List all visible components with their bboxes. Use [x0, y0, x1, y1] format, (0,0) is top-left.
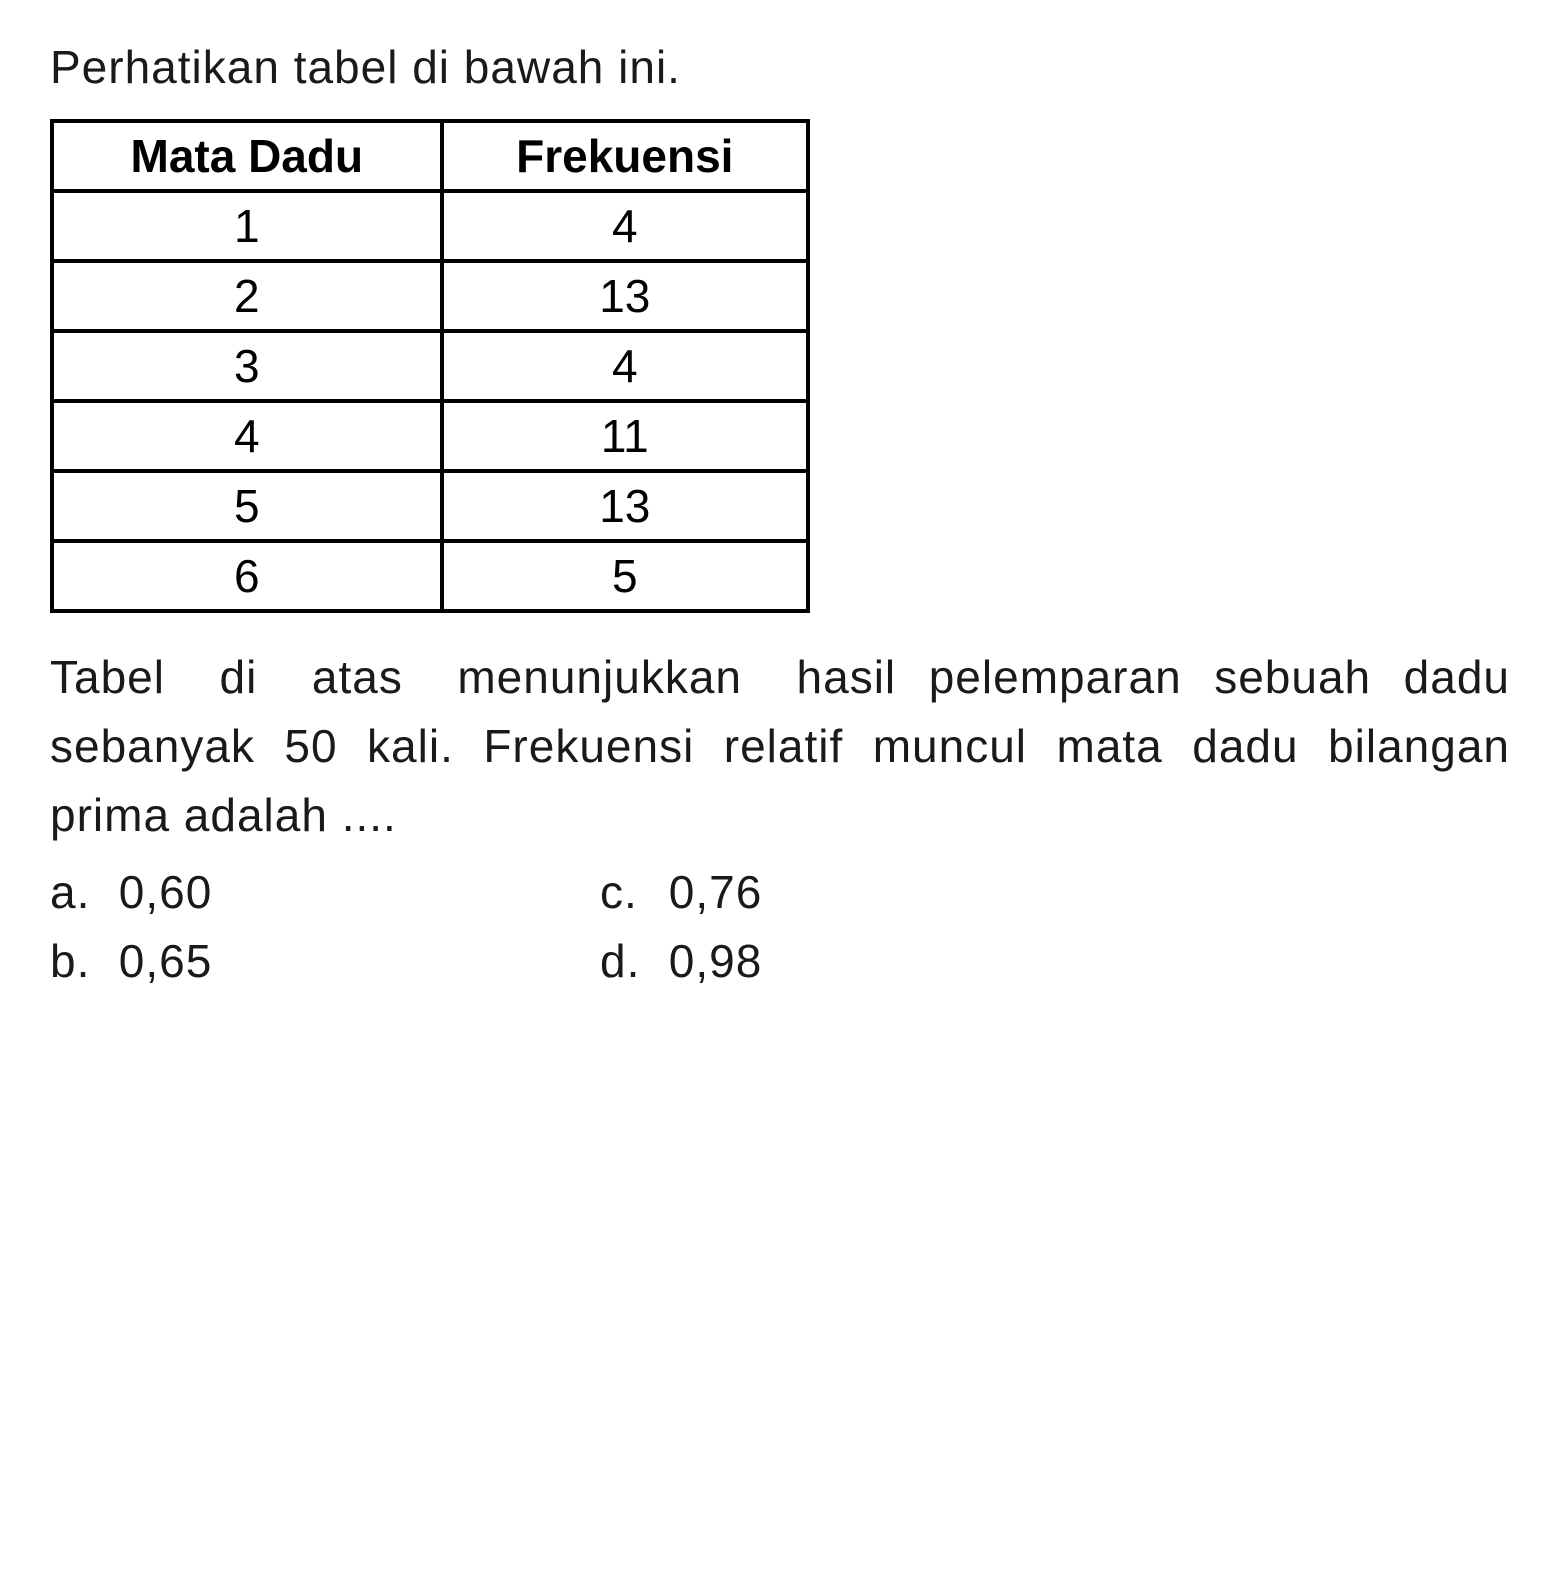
table-header-row: Mata Dadu Frekuensi: [52, 121, 808, 191]
cell-dice: 1: [52, 191, 442, 261]
table-row: 4 11: [52, 401, 808, 471]
answer-options: a. 0,60 c. 0,76 b. 0,65 d. 0,98: [50, 865, 1150, 988]
option-d-value: 0,98: [669, 935, 763, 987]
cell-freq: 4: [442, 191, 808, 261]
option-d: d. 0,98: [600, 934, 1150, 988]
col-header-mata-dadu: Mata Dadu: [52, 121, 442, 191]
cell-dice: 5: [52, 471, 442, 541]
option-b-value: 0,65: [119, 935, 213, 987]
cell-dice: 4: [52, 401, 442, 471]
table-row: 1 4: [52, 191, 808, 261]
option-c-value: 0,76: [669, 866, 763, 918]
table-row: 6 5: [52, 541, 808, 611]
table-row: 5 13: [52, 471, 808, 541]
cell-dice: 2: [52, 261, 442, 331]
option-d-label: d.: [600, 934, 655, 988]
table-row: 2 13: [52, 261, 808, 331]
option-a-value: 0,60: [119, 866, 213, 918]
cell-freq: 11: [442, 401, 808, 471]
option-b: b. 0,65: [50, 934, 600, 988]
intro-text: Perhatikan tabel di bawah ini.: [50, 40, 1512, 94]
cell-freq: 13: [442, 471, 808, 541]
option-c-label: c.: [600, 865, 655, 919]
cell-freq: 5: [442, 541, 808, 611]
option-a: a. 0,60: [50, 865, 600, 919]
question-line1: Tabel di atas menunjukkan hasil: [50, 651, 896, 703]
question-text: Tabel di atas menunjukkan hasil pelempar…: [50, 643, 1510, 850]
option-a-label: a.: [50, 865, 105, 919]
cell-freq: 4: [442, 331, 808, 401]
cell-dice: 3: [52, 331, 442, 401]
table-row: 3 4: [52, 331, 808, 401]
option-b-label: b.: [50, 934, 105, 988]
frequency-table: Mata Dadu Frekuensi 1 4 2 13 3 4 4 11 5 …: [50, 119, 810, 613]
col-header-frekuensi: Frekuensi: [442, 121, 808, 191]
cell-freq: 13: [442, 261, 808, 331]
option-c: c. 0,76: [600, 865, 1150, 919]
cell-dice: 6: [52, 541, 442, 611]
